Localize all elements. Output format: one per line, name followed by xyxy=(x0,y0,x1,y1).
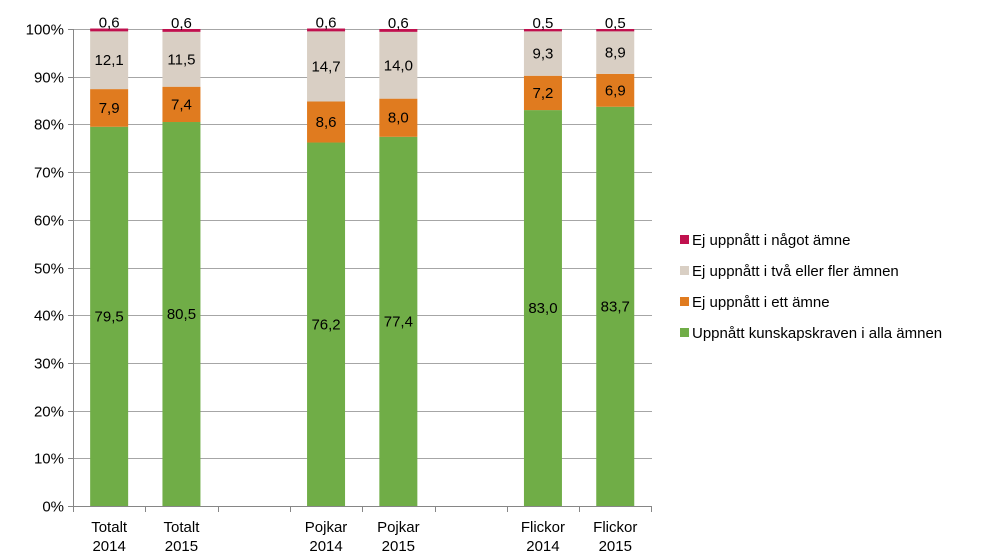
bar-segment xyxy=(596,31,635,74)
x-tick-label: 2015 xyxy=(382,538,415,555)
bars: 79,5 7,9 12,1 0,6 80,5 7,4 11,5 0,6 76,2 8,6 14,7 0… xyxy=(90,15,635,506)
data-label: 83,0 xyxy=(528,300,557,317)
y-tick-label: 100% xyxy=(26,22,64,39)
y-tick-label: 30% xyxy=(34,356,64,373)
bar-segment xyxy=(523,75,562,111)
bar-segment xyxy=(162,122,201,506)
bar-segment xyxy=(523,31,562,76)
legend-label: Ej uppnått i ett ämne xyxy=(692,294,830,311)
y-tick-label: 70% xyxy=(34,165,64,182)
y-tick-label: 40% xyxy=(34,308,64,325)
y-tick-label: 0% xyxy=(42,499,64,516)
bar-segment xyxy=(379,98,418,137)
data-label: 0,6 xyxy=(316,15,337,32)
data-label: 0,5 xyxy=(605,15,626,32)
data-label: 8,6 xyxy=(316,114,337,131)
bar-segment xyxy=(379,136,418,506)
bar-segment xyxy=(90,126,129,506)
bar-segment xyxy=(307,101,346,143)
data-label: 14,0 xyxy=(384,57,413,74)
x-tick-label: Pojkar xyxy=(377,519,420,536)
x-tick-label: 2014 xyxy=(309,538,342,555)
legend-label: Ej uppnått i två eller fler ämnen xyxy=(692,263,899,280)
data-label: 76,2 xyxy=(311,316,340,333)
bar-segment xyxy=(523,110,562,506)
x-tick-label: 2014 xyxy=(92,538,125,555)
legend-label: Uppnått kunskapskraven i alla ämnen xyxy=(692,325,942,342)
bar-segment xyxy=(90,89,129,127)
data-label: 7,4 xyxy=(171,96,192,113)
legend-label: Ej uppnått i något ämne xyxy=(692,232,850,249)
data-label: 7,9 xyxy=(99,100,120,117)
bar-segment xyxy=(596,73,635,107)
data-label: 83,7 xyxy=(601,298,630,315)
bar-segment xyxy=(596,106,635,506)
bar-segment xyxy=(90,28,129,32)
data-label: 0,5 xyxy=(533,15,554,32)
bar-segment xyxy=(379,31,418,99)
data-label: 7,2 xyxy=(533,85,554,102)
data-label: 14,7 xyxy=(311,58,340,75)
x-tick-label: 2015 xyxy=(165,538,198,555)
y-tick-label: 80% xyxy=(34,117,64,134)
x-tick-label: Flickor xyxy=(521,519,565,536)
data-label: 8,9 xyxy=(605,45,626,62)
bar-segment xyxy=(523,29,562,32)
x-tick-label: 2014 xyxy=(526,538,559,555)
data-label: 77,4 xyxy=(384,313,413,330)
bar-segment xyxy=(379,29,418,32)
x-axis: Totalt 2014 Totalt 2015 Pojkar 2014 Pojkar 2015… xyxy=(73,506,652,555)
data-label: 11,5 xyxy=(167,51,195,68)
y-tick-label: 20% xyxy=(34,404,64,421)
x-tick-label: Pojkar xyxy=(305,519,348,536)
x-tick-label: Totalt xyxy=(164,519,201,536)
data-label: 0,6 xyxy=(388,15,409,32)
bar-segment xyxy=(162,29,201,32)
bar-segment xyxy=(162,86,201,123)
y-tick-label: 60% xyxy=(34,213,64,230)
x-tick-label: Totalt xyxy=(91,519,128,536)
data-label: 9,3 xyxy=(533,46,554,63)
bar-segment xyxy=(307,142,346,506)
data-label: 0,6 xyxy=(171,15,192,32)
data-label: 79,5 xyxy=(95,308,124,325)
x-tick-label: 2015 xyxy=(599,538,632,555)
bar-segment xyxy=(596,29,635,32)
data-label: 8,0 xyxy=(388,110,409,127)
legend: Ej uppnått i något ämne Ej uppnått i två … xyxy=(680,232,942,342)
bar-segment xyxy=(90,31,129,90)
gridlines xyxy=(73,29,652,459)
data-label: 0,6 xyxy=(99,15,120,32)
data-label: 80,5 xyxy=(167,306,196,323)
bar-segment xyxy=(162,31,201,87)
data-label: 6,9 xyxy=(605,82,626,99)
bar-segment xyxy=(307,31,346,102)
legend-swatch xyxy=(680,266,689,275)
bar-segment xyxy=(307,28,346,32)
legend-swatch xyxy=(680,235,689,244)
data-label: 12,1 xyxy=(95,52,124,69)
legend-swatch xyxy=(680,297,689,306)
y-tick-label: 10% xyxy=(34,451,64,468)
y-tick-label: 50% xyxy=(34,261,64,278)
legend-swatch xyxy=(680,328,689,337)
y-axis: 0% 10% 20% 30% 40% 50% 60% 70% 80% 90% 100% xyxy=(26,22,74,516)
x-tick-label: Flickor xyxy=(593,519,637,536)
y-tick-label: 90% xyxy=(34,70,64,87)
